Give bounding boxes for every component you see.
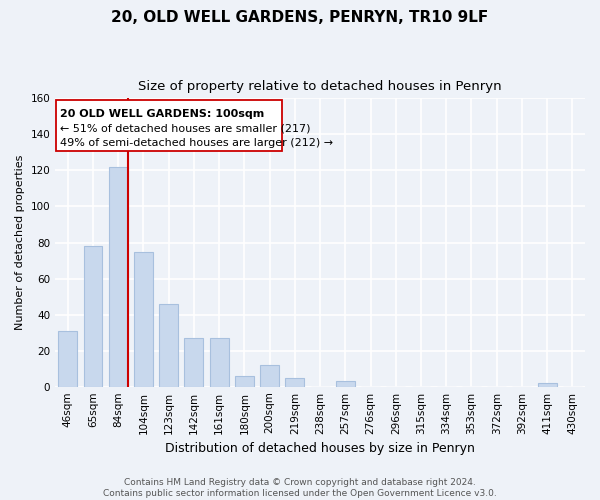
Bar: [538, 383, 557, 386]
Bar: [210, 338, 229, 386]
Bar: [184, 338, 203, 386]
Text: ← 51% of detached houses are smaller (217): ← 51% of detached houses are smaller (21…: [60, 124, 311, 134]
Bar: [109, 167, 128, 386]
Y-axis label: Number of detached properties: Number of detached properties: [15, 155, 25, 330]
Text: 20 OLD WELL GARDENS: 100sqm: 20 OLD WELL GARDENS: 100sqm: [60, 109, 265, 119]
Bar: [58, 331, 77, 386]
Bar: [83, 246, 103, 386]
Bar: [56, 100, 282, 150]
X-axis label: Distribution of detached houses by size in Penryn: Distribution of detached houses by size …: [165, 442, 475, 455]
Text: Contains HM Land Registry data © Crown copyright and database right 2024.
Contai: Contains HM Land Registry data © Crown c…: [103, 478, 497, 498]
Text: 49% of semi-detached houses are larger (212) →: 49% of semi-detached houses are larger (…: [60, 138, 334, 148]
Bar: [134, 252, 153, 386]
Bar: [260, 365, 279, 386]
Bar: [336, 382, 355, 386]
Bar: [286, 378, 304, 386]
Bar: [235, 376, 254, 386]
Bar: [159, 304, 178, 386]
Text: 20, OLD WELL GARDENS, PENRYN, TR10 9LF: 20, OLD WELL GARDENS, PENRYN, TR10 9LF: [112, 10, 488, 25]
Title: Size of property relative to detached houses in Penryn: Size of property relative to detached ho…: [138, 80, 502, 93]
